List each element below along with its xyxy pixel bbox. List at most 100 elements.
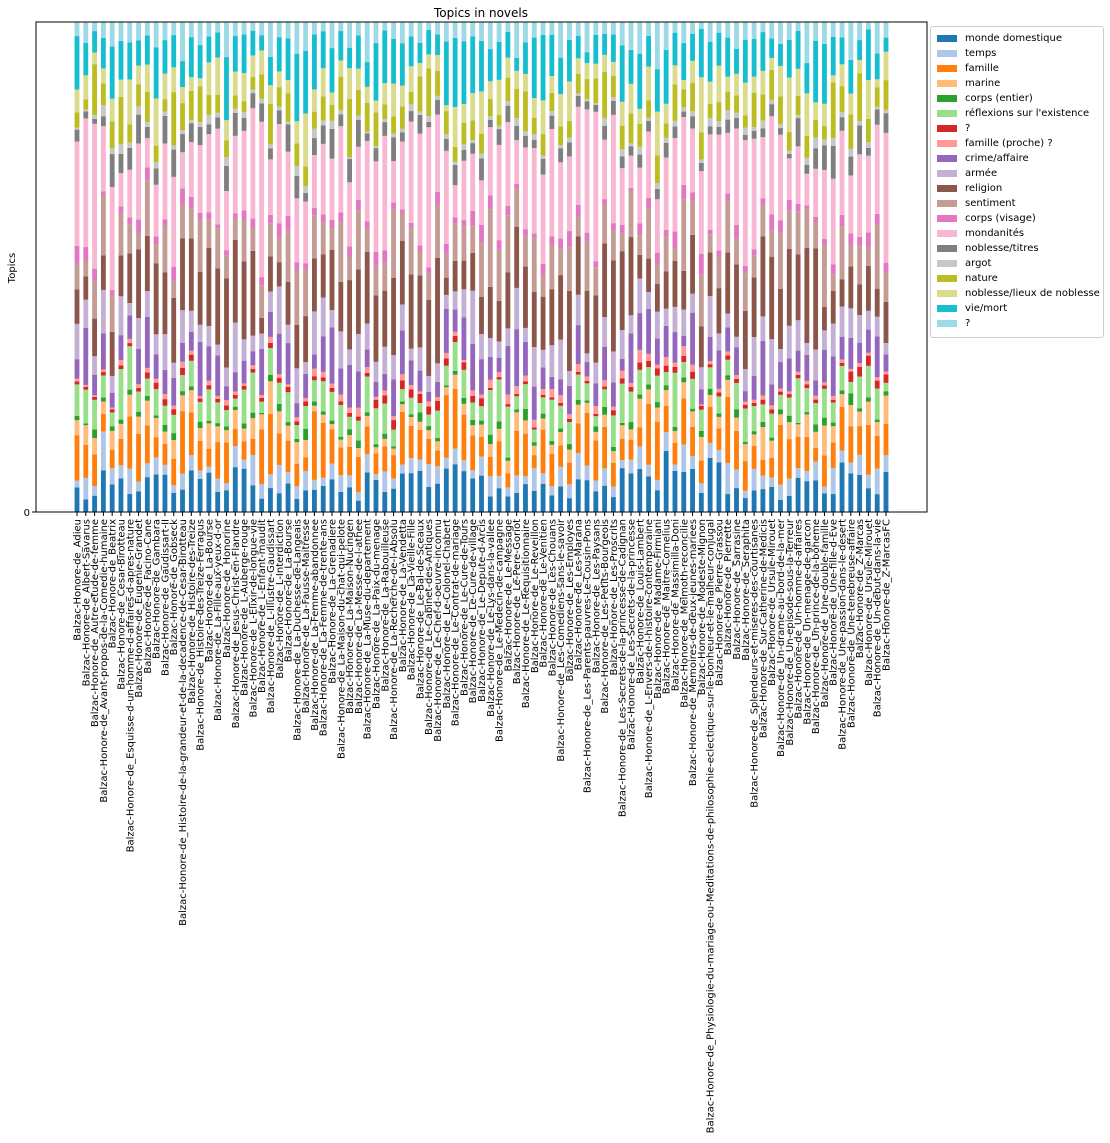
legend-swatch <box>937 290 957 297</box>
bar-segment <box>690 201 695 235</box>
bar-segment <box>804 470 810 482</box>
bar-segment <box>232 372 238 392</box>
bar-segment <box>74 127 80 130</box>
bar-segment <box>224 278 229 368</box>
bar-segment <box>188 142 194 197</box>
bar-segment <box>690 364 695 372</box>
x-tick-label: Balzac-Honore-de_L-Illustre-Gaudissart <box>266 519 277 713</box>
bar-segment <box>742 115 748 128</box>
legend-label: ? <box>965 123 971 134</box>
legend-label: marine <box>965 78 1001 89</box>
bar-segment <box>153 389 159 416</box>
bar-segment <box>118 96 124 144</box>
bar-segment <box>303 457 309 471</box>
bar-segment <box>470 344 476 391</box>
bar-segment <box>822 388 827 418</box>
bar-segment <box>312 215 317 259</box>
bar-segment <box>268 291 273 312</box>
bar-segment <box>610 61 616 76</box>
bar-segment <box>241 360 247 384</box>
bar-segment <box>839 362 845 366</box>
x-tick-label: Balzac-Honore-de_Histoire-des-Treize-Fer… <box>196 519 207 751</box>
bar-segment <box>294 417 300 422</box>
bar-segment <box>505 272 511 329</box>
bar-segment <box>461 362 467 370</box>
bar-segment <box>716 428 722 450</box>
bar-segment <box>268 56 273 86</box>
bar-segment <box>593 480 599 492</box>
bar-segment <box>320 377 326 382</box>
bar-segment <box>118 335 124 360</box>
bar-segment <box>259 277 265 286</box>
bar-segment <box>742 498 748 512</box>
bar-segment <box>505 345 511 395</box>
bar-segment <box>822 385 827 389</box>
bar-segment <box>487 98 493 117</box>
bar-segment <box>320 143 326 215</box>
legend-swatch <box>937 125 957 132</box>
bar-segment <box>92 486 98 496</box>
bar-segment <box>452 260 458 292</box>
bar-segment <box>786 77 792 133</box>
bar-segment <box>690 468 695 512</box>
bar-segment <box>496 421 502 429</box>
bar-segment <box>681 199 687 271</box>
bar-segment <box>760 32 766 71</box>
bar-segment <box>364 62 370 87</box>
bar-segment <box>610 223 616 231</box>
bar-segment <box>153 184 159 237</box>
bar-segment <box>584 402 590 413</box>
bar-segment <box>778 134 783 221</box>
bar-segment <box>206 22 212 37</box>
bar-segment <box>127 468 133 495</box>
bar-segment <box>848 148 854 157</box>
bar-segment <box>883 455 889 472</box>
bar-segment <box>364 228 370 252</box>
legend-swatch <box>937 95 957 102</box>
bar-segment <box>760 198 766 206</box>
bar-segment <box>382 119 388 123</box>
x-tick-label: Balzac-Honore-de_La-Paix-du-menage <box>371 519 382 709</box>
bar-segment <box>162 272 168 335</box>
bar-segment <box>778 424 783 485</box>
bar-segment <box>540 100 546 135</box>
chart-title: Topics in novels <box>433 6 528 20</box>
x-tick-label: Balzac-Honore-de_L-Interdiction <box>275 519 286 679</box>
bar-segment <box>417 245 423 252</box>
bar-segment <box>136 219 141 234</box>
bar-segment <box>725 494 731 512</box>
legend-item: crime/affaire <box>931 151 1103 166</box>
bar-segment <box>839 22 845 38</box>
legend-label: monde domestique <box>965 33 1062 44</box>
bar-segment <box>786 199 792 211</box>
legend-swatch <box>937 215 957 222</box>
bar-segment <box>874 109 880 125</box>
bar-segment <box>426 127 432 268</box>
bar-segment <box>127 494 133 512</box>
bar-segment <box>338 126 344 213</box>
x-tick-label: Balzac-Honore-de_Le-Medecin-de-campagne <box>495 519 506 742</box>
bar-segment <box>312 405 317 412</box>
bar-segment <box>338 436 344 440</box>
bar-segment <box>452 331 458 336</box>
bar-segment <box>188 331 194 351</box>
bar-segment <box>602 485 608 512</box>
x-tick-label: Balzac-Honore-de_Une-passion-dans-le-des… <box>838 519 849 750</box>
bar-segment <box>452 185 458 218</box>
bar-segment <box>259 50 265 75</box>
bar-segment <box>646 131 651 198</box>
bar-segment <box>602 406 608 415</box>
x-tick-label: Balzac-Honore-de_Une-double-famille <box>820 519 831 707</box>
bar-segment <box>162 369 168 395</box>
bar-segment <box>100 37 106 69</box>
bar-segment <box>391 116 396 134</box>
bar-segment <box>162 115 168 144</box>
bar-segment <box>698 493 704 512</box>
bar-segment <box>206 448 212 467</box>
bar-segment <box>109 121 115 149</box>
bar-segment <box>804 436 810 471</box>
bar-segment <box>698 430 704 437</box>
bar-segment <box>241 34 247 73</box>
bar-segment <box>355 200 361 211</box>
bar-segment <box>883 371 889 375</box>
